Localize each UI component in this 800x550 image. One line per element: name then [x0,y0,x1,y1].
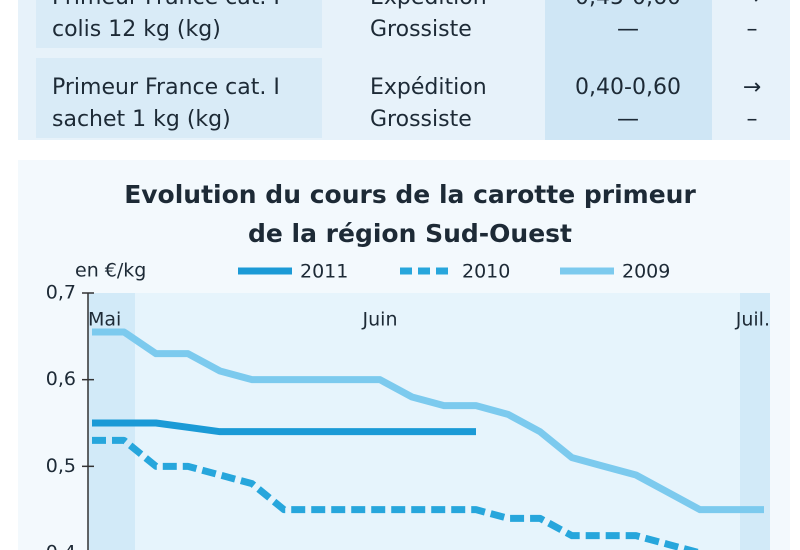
x-tick-label: Mai [88,309,121,331]
y-tick-label: 0,6 [46,368,76,390]
trend-indicator: → [743,0,761,10]
table-cell: — [617,107,639,132]
price-column [545,0,712,140]
table-cell: Expédition [370,0,487,10]
series-line [92,419,476,436]
table-cell: Primeur France cat. I [52,75,280,100]
y-tick-label: 0,5 [46,455,76,477]
table-cell: sachet 1 kg (kg) [52,107,231,132]
chart-title: Evolution du cours de la carotte primeur [124,180,696,209]
legend-label: 2010 [462,261,510,283]
y-tick-label: 0,4 [46,542,76,550]
chart-title: de la région Sud-Ouest [248,219,572,248]
trend-indicator: – [747,17,758,42]
y-axis-label: en €/kg [75,260,146,282]
x-tick-label: Juil. [735,309,770,331]
product-cell [36,58,322,138]
y-tick-label: 0,7 [46,282,76,304]
legend-label: 2011 [300,261,348,283]
legend-label: 2009 [622,261,670,283]
series-line [92,328,764,514]
trend-indicator: → [743,75,761,100]
table-cell: 0,40-0,60 [575,75,681,100]
trend-indicator: – [747,107,758,132]
x-tick-label: Juin [362,309,398,331]
table-cell: Primeur France cat. I [52,0,280,10]
series-line [92,436,701,550]
table-cell: — [617,17,639,42]
table-cell: 0,45-0,60 [575,0,681,10]
product-cell [36,0,322,48]
plot-area [88,293,770,550]
table-cell: Grossiste [370,17,472,42]
table-cell: Grossiste [370,107,472,132]
table-cell: Expédition [370,75,487,100]
table-cell: colis 12 kg (kg) [52,17,221,42]
